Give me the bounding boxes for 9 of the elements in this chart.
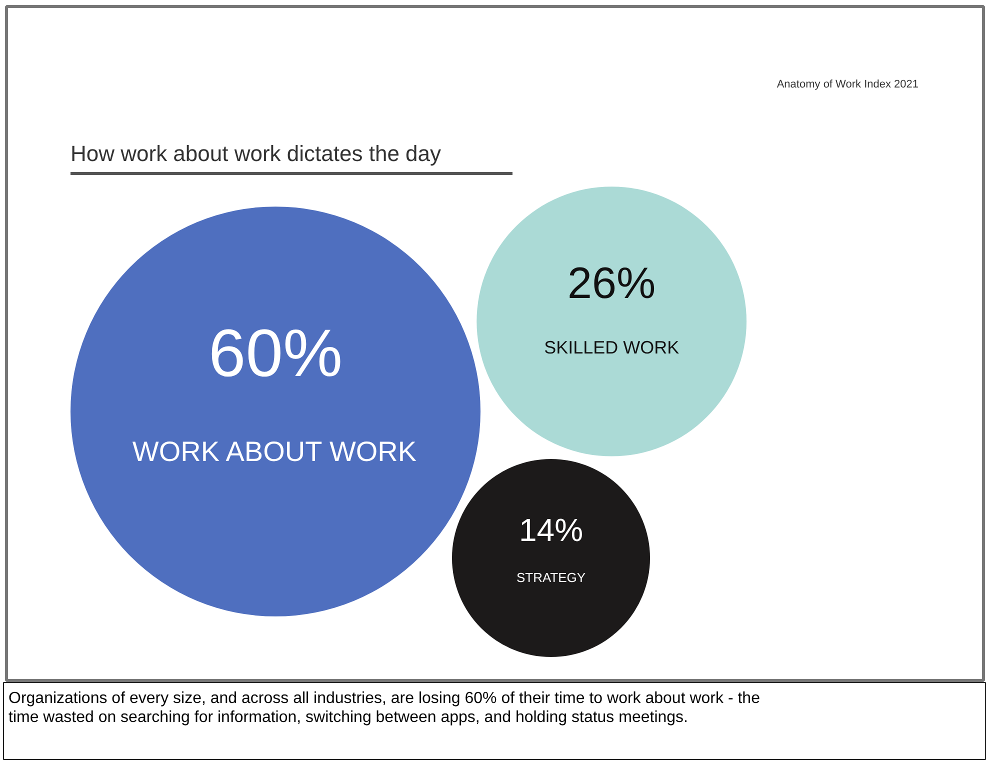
text: Anatomy of Work Index 2021 (776, 78, 919, 90)
category-label: STRATEGY (516, 570, 586, 585)
text: How work about work dictates the day (70, 141, 442, 166)
data-label: 14% (518, 512, 584, 548)
category-label: SKILLED WORK (544, 338, 680, 358)
data-label: 26% (568, 258, 656, 308)
category-label: WORK ABOUT WORK (132, 436, 417, 468)
text: Organizations of every size, and across all industries, are losing 60% of their time to work about work - the time wasted on searching for information, switching between apps, and holding status meetings. (8, 690, 760, 726)
data-label: 60% (208, 316, 343, 391)
